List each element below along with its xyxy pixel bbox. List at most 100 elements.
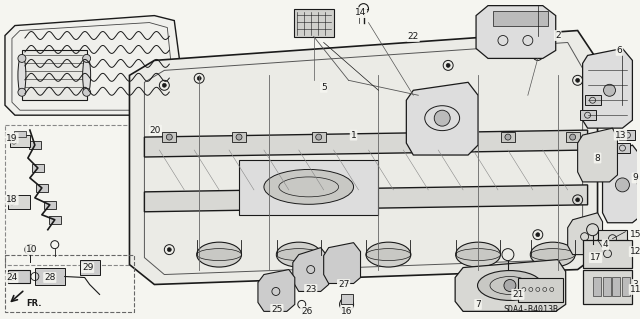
Bar	[8, 195, 30, 209]
Bar	[49, 216, 61, 224]
Text: SDA4-B4013B: SDA4-B4013B	[503, 305, 558, 314]
Text: 21: 21	[512, 290, 524, 299]
Text: 12: 12	[630, 247, 640, 256]
Polygon shape	[129, 31, 598, 285]
Text: 17: 17	[590, 253, 602, 262]
Ellipse shape	[531, 242, 575, 267]
Bar	[580, 110, 596, 120]
Text: 15: 15	[630, 230, 640, 239]
Circle shape	[163, 83, 166, 87]
Bar	[582, 270, 632, 304]
Text: 2: 2	[555, 31, 561, 40]
Text: 8: 8	[595, 153, 600, 162]
Polygon shape	[324, 243, 360, 284]
Text: 29: 29	[82, 263, 93, 272]
Circle shape	[434, 110, 450, 126]
Bar	[294, 9, 333, 36]
Text: 19: 19	[6, 134, 18, 143]
Bar	[163, 132, 176, 142]
Ellipse shape	[196, 242, 241, 267]
Bar	[312, 132, 326, 142]
Text: FR.: FR.	[26, 300, 42, 308]
Polygon shape	[5, 16, 184, 115]
Circle shape	[505, 134, 511, 140]
Bar	[5, 255, 134, 312]
Bar	[79, 260, 100, 275]
Polygon shape	[145, 185, 588, 212]
Circle shape	[83, 88, 91, 96]
Polygon shape	[293, 248, 329, 292]
Circle shape	[316, 134, 322, 140]
Ellipse shape	[366, 249, 411, 261]
Bar	[584, 95, 600, 105]
Circle shape	[167, 248, 172, 252]
Polygon shape	[258, 270, 295, 311]
Bar	[518, 278, 563, 302]
Ellipse shape	[366, 242, 411, 267]
Ellipse shape	[456, 242, 500, 267]
Circle shape	[18, 88, 26, 96]
Text: 27: 27	[338, 280, 349, 289]
Bar	[602, 277, 611, 296]
Text: 28: 28	[44, 273, 56, 282]
Text: 24: 24	[6, 273, 17, 282]
Bar	[29, 141, 41, 149]
Bar	[44, 201, 56, 209]
Ellipse shape	[276, 249, 321, 261]
Polygon shape	[476, 6, 556, 58]
Ellipse shape	[83, 56, 91, 95]
Bar	[623, 277, 630, 296]
Polygon shape	[406, 82, 478, 155]
Text: 7: 7	[475, 300, 481, 309]
Polygon shape	[582, 48, 632, 128]
Bar	[566, 132, 580, 142]
Circle shape	[604, 84, 616, 96]
Bar	[493, 11, 548, 26]
Bar	[36, 184, 48, 192]
Bar	[22, 50, 86, 100]
Bar	[598, 230, 627, 248]
Bar	[32, 164, 44, 172]
Polygon shape	[145, 130, 588, 157]
Polygon shape	[602, 145, 640, 223]
Circle shape	[236, 134, 242, 140]
Text: 23: 23	[305, 285, 316, 294]
Bar	[35, 268, 65, 286]
Circle shape	[575, 198, 580, 202]
Text: 5: 5	[321, 83, 326, 92]
Bar	[612, 277, 620, 296]
Text: 25: 25	[271, 305, 282, 314]
Text: 13: 13	[614, 130, 626, 140]
Text: 1: 1	[351, 130, 356, 140]
Polygon shape	[568, 213, 602, 255]
Bar	[232, 132, 246, 142]
Circle shape	[536, 233, 540, 237]
Ellipse shape	[456, 249, 500, 261]
Ellipse shape	[531, 249, 575, 261]
Ellipse shape	[276, 242, 321, 267]
Text: 3: 3	[632, 280, 638, 289]
Bar	[501, 132, 515, 142]
Circle shape	[536, 54, 540, 57]
Circle shape	[570, 134, 575, 140]
Text: 4: 4	[603, 240, 609, 249]
Circle shape	[83, 55, 91, 63]
Circle shape	[415, 134, 421, 140]
Text: 14: 14	[355, 8, 366, 17]
Ellipse shape	[477, 271, 542, 300]
Text: 22: 22	[408, 32, 419, 41]
Circle shape	[504, 279, 516, 292]
Circle shape	[446, 63, 450, 67]
Polygon shape	[455, 260, 566, 311]
Circle shape	[166, 134, 172, 140]
Text: 20: 20	[150, 126, 161, 135]
Bar	[5, 125, 159, 264]
Bar	[8, 270, 30, 284]
Text: 18: 18	[6, 195, 18, 204]
Bar	[14, 131, 26, 137]
Text: 6: 6	[616, 46, 622, 55]
Text: 9: 9	[632, 174, 638, 182]
Text: 11: 11	[630, 285, 640, 294]
Circle shape	[197, 76, 201, 80]
Circle shape	[28, 248, 32, 252]
